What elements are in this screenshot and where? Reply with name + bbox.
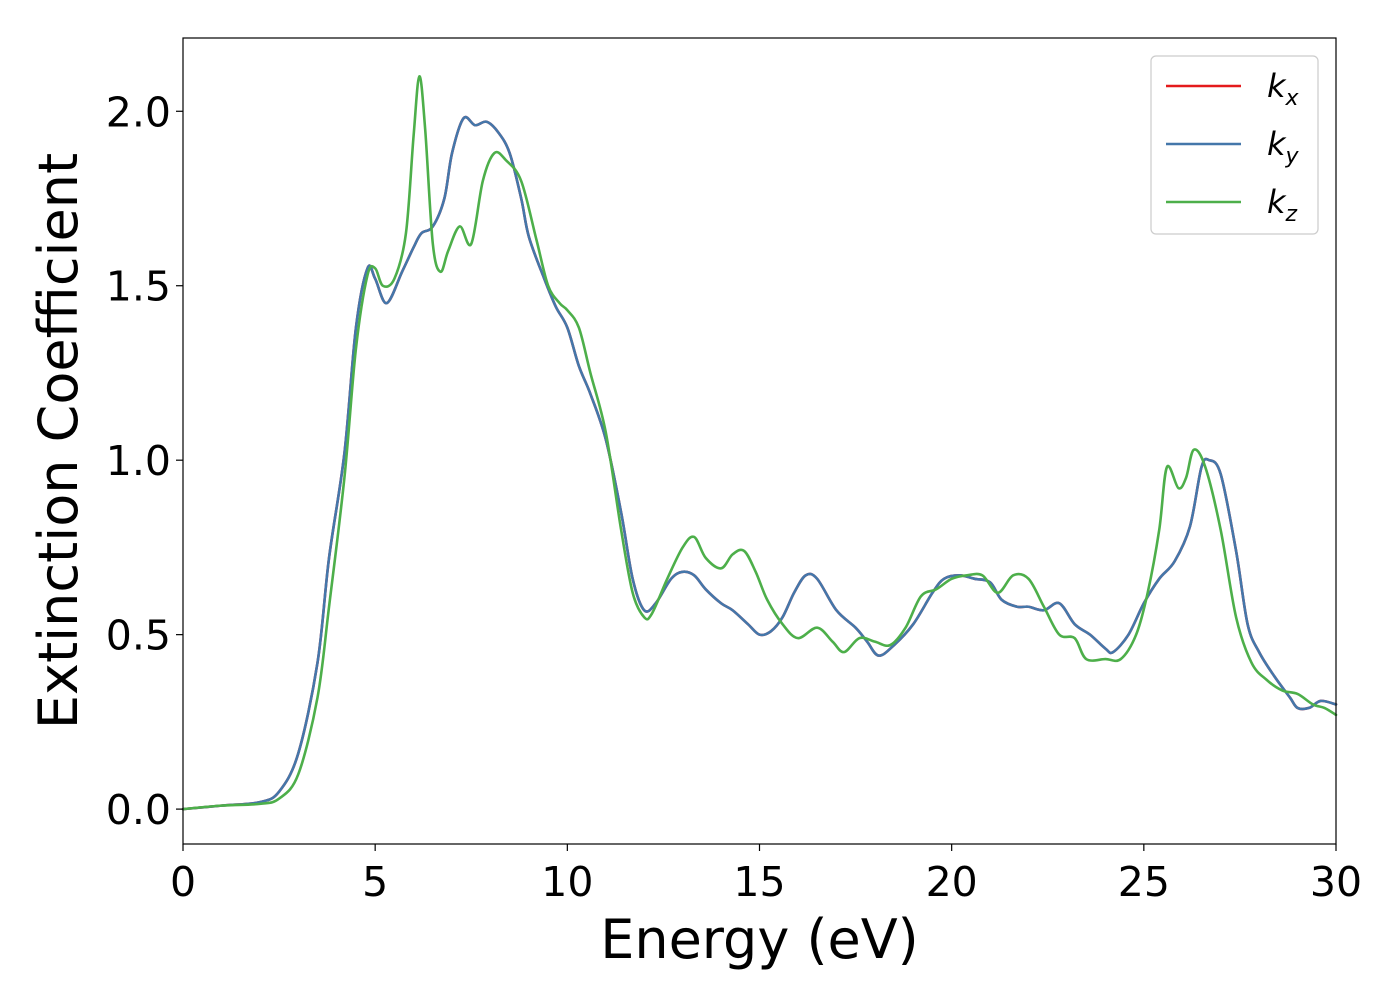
plot-area [183, 38, 1336, 844]
y-tick-label: 0.5 [106, 612, 171, 660]
x-axis: 0 5 10 15 20 25 30 [170, 844, 1362, 906]
legend: kx ky kz [1150, 55, 1319, 235]
x-tick-label: 30 [1310, 858, 1362, 906]
x-tick-label: 0 [170, 858, 196, 906]
x-axis-label: Energy (eV) [600, 908, 919, 971]
legend-label: kz [1267, 183, 1298, 227]
y-axis: 0.0 0.5 1.0 1.5 2.0 [106, 88, 183, 834]
y-tick-label: 0.0 [106, 786, 171, 834]
y-axis-label: Extinction Coefficient [27, 153, 90, 729]
legend-label: ky [1267, 125, 1300, 169]
x-tick-label: 5 [362, 858, 388, 906]
legend-label: kx [1267, 67, 1300, 111]
y-tick-label: 1.0 [106, 437, 171, 485]
series-line-ky [181, 115, 1338, 811]
x-tick-label: 10 [541, 858, 593, 906]
x-tick-label: 15 [733, 858, 785, 906]
series-layer [181, 75, 1338, 811]
y-tick-label: 1.5 [106, 263, 171, 311]
x-tick-label: 20 [926, 858, 978, 906]
x-tick-label: 25 [1118, 858, 1170, 906]
series-line-kz [181, 75, 1338, 811]
y-tick-label: 2.0 [106, 88, 171, 136]
